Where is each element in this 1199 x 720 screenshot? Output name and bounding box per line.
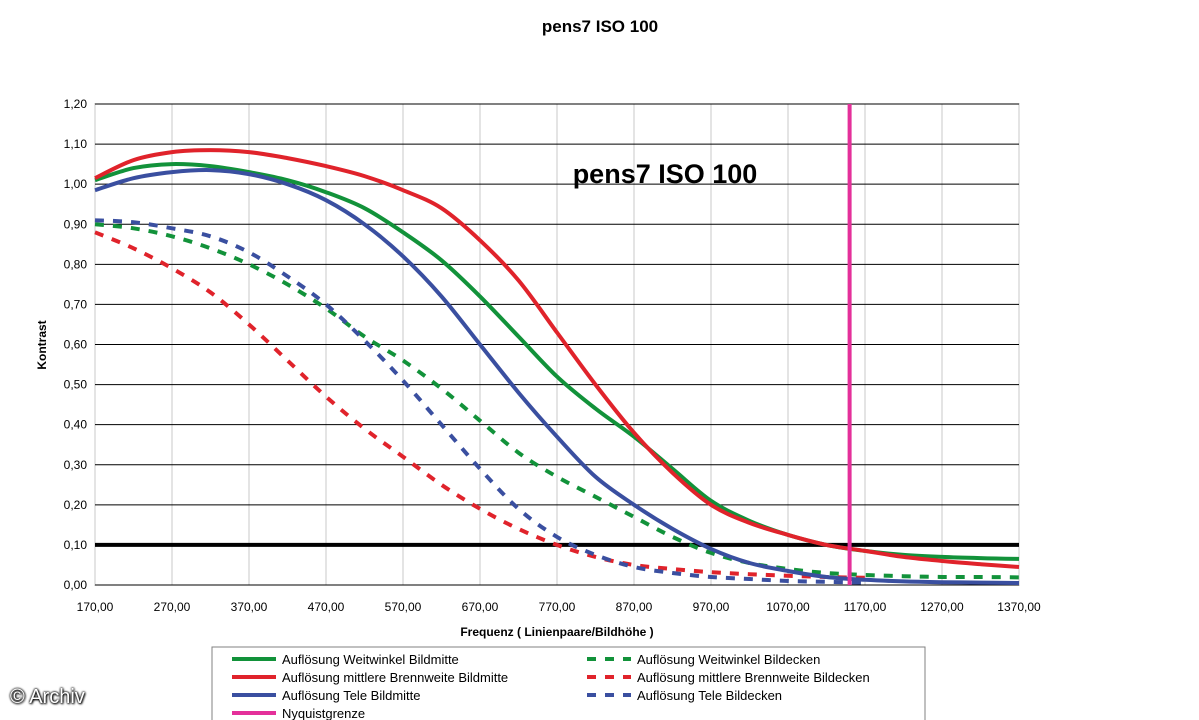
x-tick-label: 970,00 xyxy=(693,600,730,614)
y-tick-label: 0,50 xyxy=(64,378,88,392)
y-tick-label: 1,00 xyxy=(64,177,88,191)
series-layer xyxy=(94,104,1020,586)
y-tick-label: 1,20 xyxy=(64,97,88,111)
y-tick-label: 0,00 xyxy=(64,578,88,592)
legend-label: Auflösung mittlere Brennweite Bildecken xyxy=(637,670,870,685)
x-axis-title: Frequenz ( Linienpaare/Bildhöhe ) xyxy=(460,625,653,639)
x-tick-label: 570,00 xyxy=(385,600,422,614)
series-4-line xyxy=(94,230,866,580)
y-axis-title: Kontrast xyxy=(35,320,49,369)
chart-title: pens7 ISO 100 xyxy=(542,17,658,36)
axes: 170,00 270,00 370,00 470,00 570,00 670,00 770,… xyxy=(64,97,1041,614)
legend-label: Auflösung Tele Bildmitte xyxy=(282,688,421,703)
y-tick-label: 0,60 xyxy=(64,338,88,352)
watermark: © Archiv xyxy=(10,686,85,708)
series-5-line xyxy=(94,218,866,585)
y-tick-label: 0,30 xyxy=(64,458,88,472)
y-tick-label: 0,10 xyxy=(64,538,88,552)
series-2-line xyxy=(94,168,1020,585)
legend: Auflösung Weitwinkel Bildmitte Auflösung … xyxy=(232,652,870,720)
x-tick-label: 1270,00 xyxy=(920,600,964,614)
x-tick-label: 370,00 xyxy=(231,600,268,614)
legend-label: Auflösung Weitwinkel Bildmitte xyxy=(282,652,459,667)
x-tick-label: 1070,00 xyxy=(766,600,810,614)
y-tick-label: 0,20 xyxy=(64,498,88,512)
x-tick-label: 170,00 xyxy=(77,600,114,614)
x-tick-label: 1170,00 xyxy=(844,600,887,614)
x-tick-label: 670,00 xyxy=(462,600,499,614)
legend-label: Auflösung Weitwinkel Bildecken xyxy=(637,652,820,667)
y-tick-label: 0,40 xyxy=(64,418,88,432)
legend-label: Auflösung mittlere Brennweite Bildmitte xyxy=(282,670,508,685)
grid xyxy=(94,103,1020,586)
legend-box xyxy=(211,646,926,720)
y-tick-label: 0,80 xyxy=(64,257,88,271)
series-1-line xyxy=(94,148,1020,569)
x-tick-label: 770,00 xyxy=(539,600,576,614)
y-tick-label: 0,90 xyxy=(64,217,88,231)
chart-annotation: pens7 ISO 100 xyxy=(573,159,758,189)
x-tick-label: 870,00 xyxy=(616,600,653,614)
x-tick-label: 1370,00 xyxy=(997,600,1041,614)
y-tick-label: 0,70 xyxy=(64,297,88,311)
x-tick-label: 470,00 xyxy=(308,600,345,614)
legend-label: Nyquistgrenze xyxy=(282,706,365,720)
x-tick-label: 270,00 xyxy=(154,600,191,614)
legend-label: Auflösung Tele Bildecken xyxy=(637,688,782,703)
y-tick-label: 1,10 xyxy=(64,137,88,151)
